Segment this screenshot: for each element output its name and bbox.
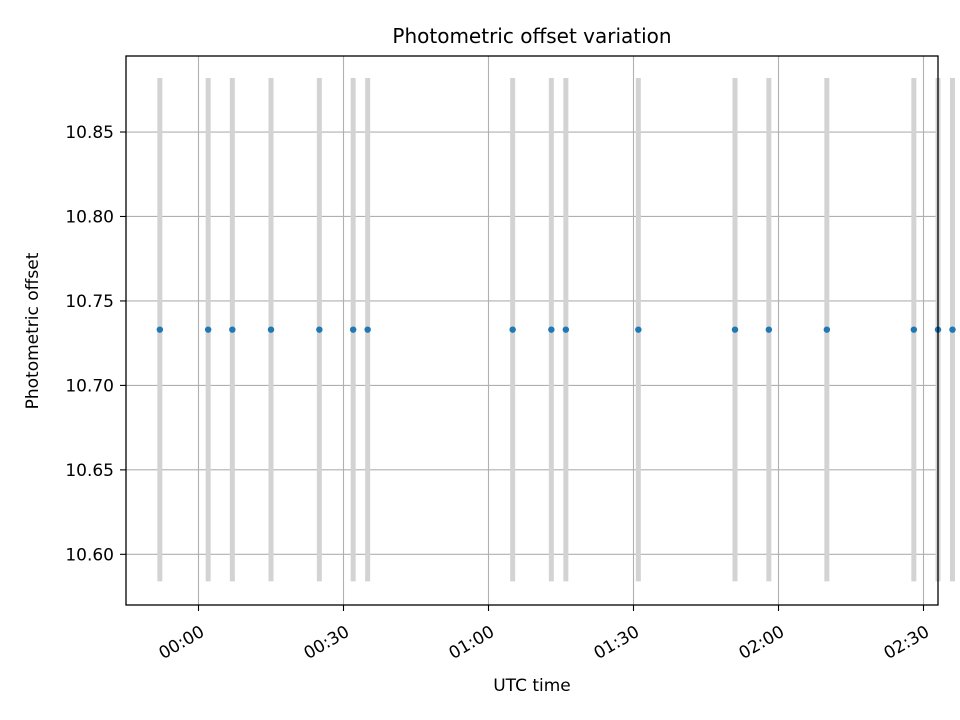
grid (126, 56, 938, 605)
data-point (316, 326, 323, 333)
y-tick-label: 10.80 (65, 207, 114, 227)
data-point (765, 326, 773, 333)
y-tick-label: 10.85 (65, 123, 114, 143)
y-axis-label: Photometric offset (23, 252, 43, 409)
data-point (509, 326, 516, 333)
y-tick-label: 10.60 (65, 545, 114, 565)
data-point (156, 326, 164, 333)
plot-frame (125, 55, 939, 606)
data-point (267, 326, 275, 333)
data-point (364, 326, 371, 333)
chart-title: Photometric offset variation (392, 24, 671, 48)
data-points (156, 326, 956, 333)
data-point (548, 326, 555, 333)
data-point (204, 326, 212, 333)
y-tick-label: 10.70 (65, 376, 114, 396)
data-point (349, 326, 357, 333)
data-point (635, 326, 642, 333)
data-point (823, 326, 831, 333)
data-point (731, 326, 739, 333)
data-point (949, 326, 956, 333)
data-point (562, 326, 570, 333)
y-tick-label: 10.75 (65, 292, 114, 312)
x-axis-label: UTC time (493, 676, 571, 696)
data-point (910, 326, 918, 333)
data-point (229, 326, 236, 333)
y-tick-label: 10.65 (65, 461, 114, 481)
y-axis: 10.60 10.65 10.70 10.75 10.80 10.85 (65, 123, 126, 565)
